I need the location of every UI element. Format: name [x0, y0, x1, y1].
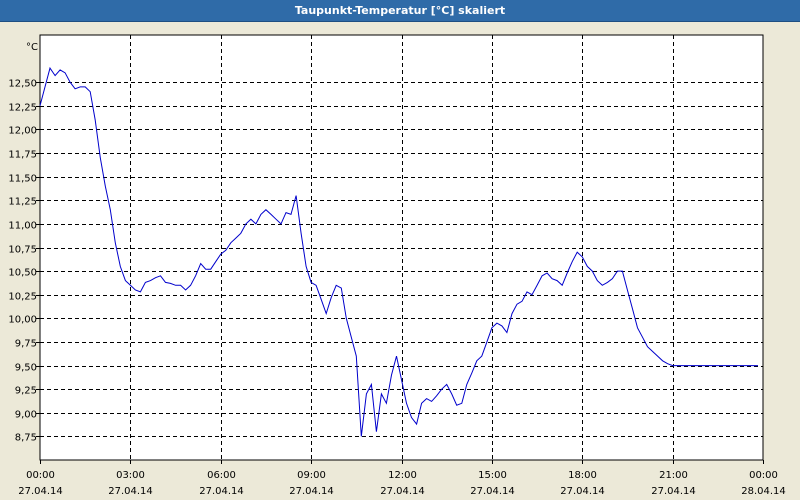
y-tick-label: 9,25: [15, 386, 37, 397]
x-tick-label-date: 27.04.14: [651, 486, 696, 497]
y-tick-label: 10,50: [8, 268, 37, 279]
x-tick-label-date: 27.04.14: [18, 486, 63, 497]
y-tick-label: 8,75: [15, 433, 37, 444]
y-tick-label: 9,75: [15, 339, 37, 350]
x-tick-label-time: 06:00: [207, 470, 236, 481]
x-tick-label-time: 00:00: [26, 470, 55, 481]
y-tick-label: 10,75: [8, 245, 37, 256]
x-tick-label-time: 15:00: [478, 470, 507, 481]
y-tick-label: 12,50: [8, 79, 37, 90]
y-tick-label: 12,00: [8, 126, 37, 137]
y-tick-label: 11,25: [8, 197, 37, 208]
plot-area: [39, 34, 764, 461]
x-tick-label-date: 27.04.14: [108, 486, 153, 497]
x-tick-label-date: 27.04.14: [560, 486, 605, 497]
x-tick-label-date: 27.04.14: [289, 486, 334, 497]
y-axis-unit-label: °C: [26, 42, 38, 53]
x-tick-label-date: 27.04.14: [470, 486, 515, 497]
x-tick-label-date: 27.04.14: [380, 486, 425, 497]
x-tick-label-time: 09:00: [297, 470, 326, 481]
y-tick-label: 11,50: [8, 174, 37, 185]
y-tick-label: 9,50: [15, 363, 37, 374]
y-tick-label: 10,00: [8, 315, 37, 326]
x-tick-label-time: 12:00: [388, 470, 417, 481]
chart-title: Taupunkt-Temperatur [°C] skaliert: [294, 4, 506, 17]
y-tick-label: 12,25: [8, 103, 37, 114]
x-tick-label-date: 28.04.14: [741, 486, 786, 497]
y-tick-label: 11,75: [8, 150, 37, 161]
x-tick-label-time: 03:00: [116, 470, 145, 481]
y-tick-label: 9,00: [15, 410, 37, 421]
x-tick-label-time: 21:00: [659, 470, 688, 481]
window-title-bar: Taupunkt-Temperatur [°C] skaliert: [0, 0, 800, 22]
y-tick-label: 11,00: [8, 221, 37, 232]
x-tick-label-date: 27.04.14: [199, 486, 244, 497]
series-line: [39, 66, 758, 437]
x-tick-label-time: 18:00: [568, 470, 597, 481]
y-tick-label: 10,25: [8, 292, 37, 303]
x-tick-label-time: 00:00: [749, 470, 778, 481]
